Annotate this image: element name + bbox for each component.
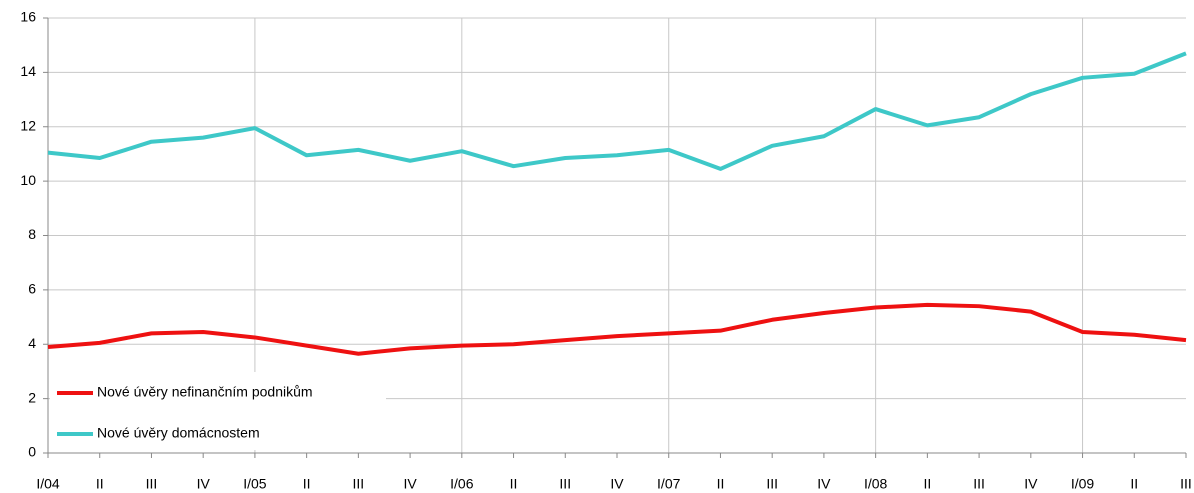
x-tick-label: I/07 — [657, 476, 681, 492]
x-tick-label: IV — [197, 476, 211, 492]
x-tick-label: I/06 — [450, 476, 474, 492]
x-tick-label: IV — [403, 476, 417, 492]
x-tick-label: IV — [610, 476, 624, 492]
x-tick-label: IV — [817, 476, 831, 492]
x-tick-label: I/08 — [864, 476, 888, 492]
line-series — [47, 302, 1187, 356]
x-tick-label: II — [303, 476, 311, 492]
y-tick-label: 4 — [28, 335, 36, 351]
x-tick-label: I/09 — [1071, 476, 1095, 492]
x-tick-label: III — [1180, 476, 1192, 492]
x-tick-label: III — [766, 476, 778, 492]
x-tick-label: III — [559, 476, 571, 492]
x-tick-label: II — [923, 476, 931, 492]
x-tick-label: II — [510, 476, 518, 492]
y-tick-label: 0 — [28, 444, 36, 460]
x-tick-label: IV — [1024, 476, 1038, 492]
x-tick-label: II — [1130, 476, 1138, 492]
line-series — [47, 51, 1187, 171]
x-tick-label: III — [146, 476, 158, 492]
x-tick-label: II — [96, 476, 104, 492]
legend-label: Nové úvěry domácnostem — [97, 425, 260, 441]
legend-label: Nové úvěry nefinančním podnikům — [97, 384, 313, 400]
y-tick-label: 8 — [28, 226, 36, 242]
y-tick-label: 6 — [28, 281, 36, 297]
y-tick-label: 14 — [20, 63, 36, 79]
y-tick-label: 12 — [20, 117, 36, 133]
y-tick-label: 16 — [20, 9, 36, 25]
legend-box — [50, 372, 386, 450]
y-tick-label: 2 — [28, 389, 36, 405]
x-tick-label: I/04 — [36, 476, 60, 492]
x-tick-label: III — [973, 476, 985, 492]
x-tick-label: II — [717, 476, 725, 492]
y-tick-label: 10 — [20, 172, 36, 188]
x-tick-label: III — [353, 476, 365, 492]
x-tick-label: I/05 — [243, 476, 267, 492]
